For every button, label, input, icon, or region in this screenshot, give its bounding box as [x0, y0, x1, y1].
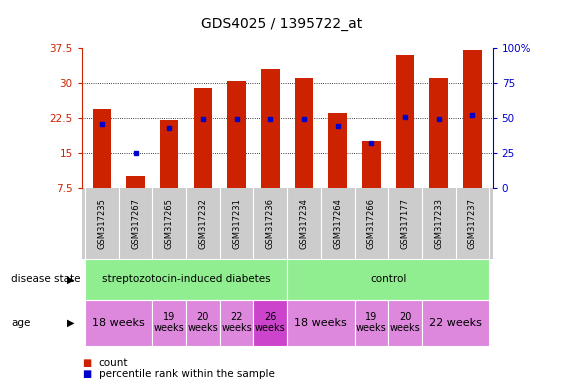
Text: GSM317267: GSM317267	[131, 198, 140, 249]
Text: 20
weeks: 20 weeks	[390, 312, 421, 333]
Text: 19
weeks: 19 weeks	[356, 312, 387, 333]
Text: 18 weeks: 18 weeks	[92, 318, 145, 328]
Text: ■: ■	[82, 369, 91, 379]
Text: GSM317231: GSM317231	[232, 198, 241, 249]
Text: age: age	[11, 318, 30, 328]
Text: 26
weeks: 26 weeks	[255, 312, 285, 333]
Bar	[396, 55, 414, 188]
Text: percentile rank within the sample: percentile rank within the sample	[99, 369, 274, 379]
Bar	[362, 141, 381, 188]
Text: streptozotocin-induced diabetes: streptozotocin-induced diabetes	[102, 274, 270, 285]
Text: 19
weeks: 19 weeks	[154, 312, 185, 333]
Text: 22 weeks: 22 weeks	[429, 318, 482, 328]
Text: GSM317235: GSM317235	[97, 198, 106, 249]
Text: GSM317234: GSM317234	[300, 198, 309, 249]
Text: 22
weeks: 22 weeks	[221, 312, 252, 333]
Text: count: count	[99, 358, 128, 368]
Bar	[160, 121, 178, 188]
Text: 20
weeks: 20 weeks	[187, 312, 218, 333]
Bar	[194, 88, 212, 188]
Bar	[92, 109, 111, 188]
Text: ▶: ▶	[66, 318, 74, 328]
Bar	[227, 81, 246, 188]
Text: ▶: ▶	[66, 274, 74, 285]
Text: GSM317264: GSM317264	[333, 198, 342, 249]
Text: 18 weeks: 18 weeks	[294, 318, 347, 328]
Bar	[126, 175, 145, 188]
Text: GSM317177: GSM317177	[400, 198, 409, 249]
Bar	[328, 113, 347, 188]
Bar	[294, 78, 313, 188]
Text: GSM317237: GSM317237	[468, 198, 477, 249]
Text: GSM317266: GSM317266	[367, 198, 376, 249]
Text: ■: ■	[82, 358, 91, 368]
Text: GSM317232: GSM317232	[198, 198, 207, 249]
Text: GDS4025 / 1395722_at: GDS4025 / 1395722_at	[201, 17, 362, 31]
Bar	[430, 78, 448, 188]
Bar	[261, 69, 280, 188]
Bar	[463, 50, 482, 188]
Text: control: control	[370, 274, 406, 285]
Text: GSM317236: GSM317236	[266, 198, 275, 249]
Text: GSM317233: GSM317233	[434, 198, 443, 249]
Text: disease state: disease state	[11, 274, 81, 285]
Text: GSM317265: GSM317265	[165, 198, 174, 249]
